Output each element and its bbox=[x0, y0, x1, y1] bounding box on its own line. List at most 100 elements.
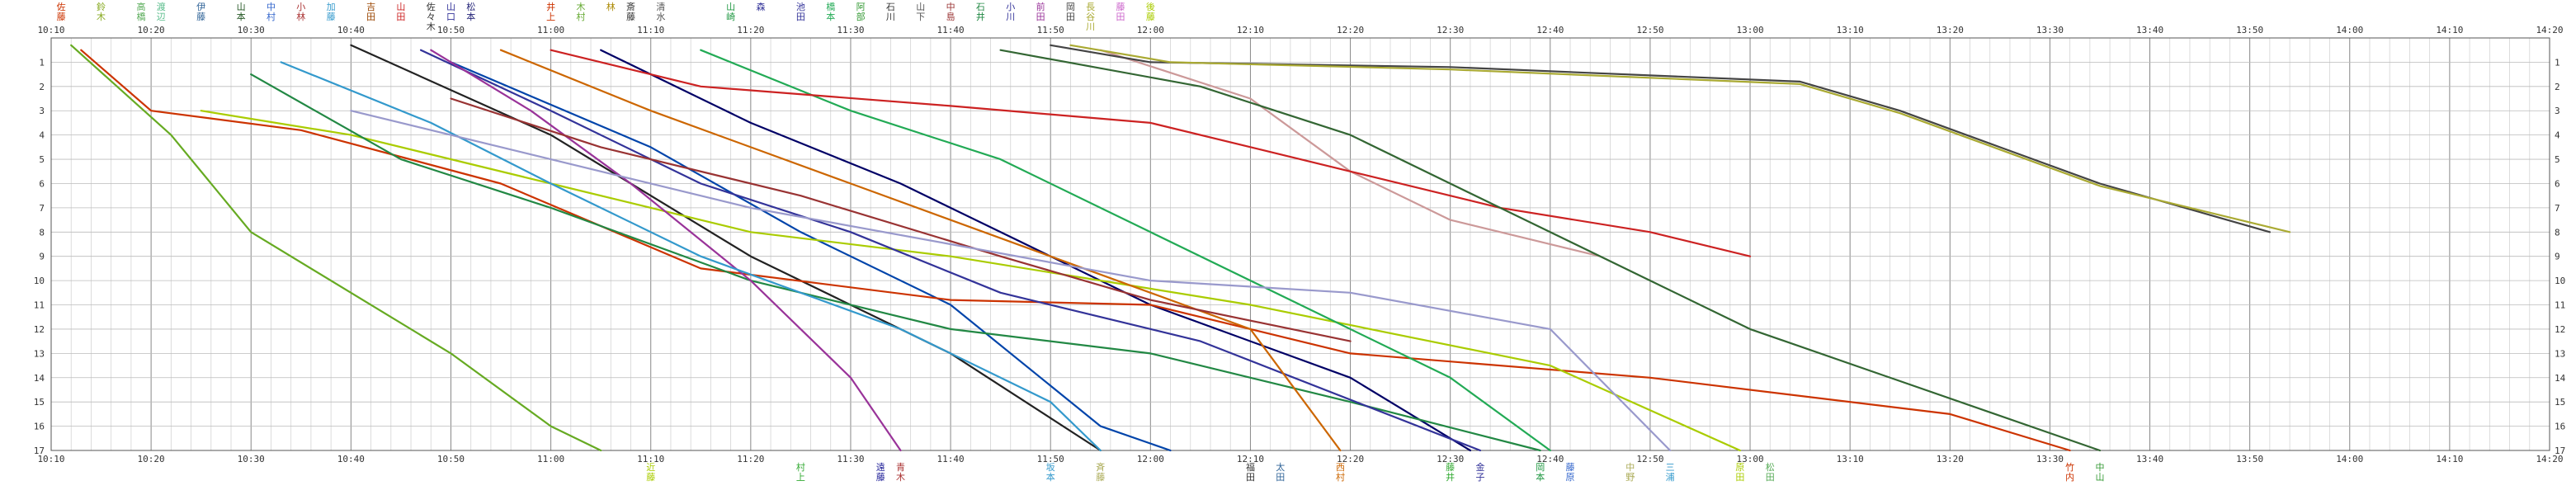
series-line bbox=[350, 44, 1102, 452]
bottom-name-label: 遠藤 bbox=[876, 462, 885, 483]
x-tick-label-bottom: 14:10 bbox=[2436, 454, 2463, 464]
top-name-label-char: 下 bbox=[916, 12, 925, 22]
top-name-label-char: 口 bbox=[446, 12, 455, 22]
bottom-name-label-char: 浦 bbox=[1666, 472, 1675, 483]
bottom-name-label-char: 藤 bbox=[646, 472, 655, 483]
y-tick-label-right: 2 bbox=[2555, 82, 2560, 92]
y-tick-label-left: 6 bbox=[39, 178, 45, 189]
x-tick-label-bottom: 13:50 bbox=[2236, 454, 2263, 464]
bottom-name-label: 西村 bbox=[1336, 462, 1345, 483]
top-name-label: 山崎 bbox=[726, 2, 735, 22]
top-name-label-char: 村 bbox=[576, 11, 585, 22]
bottom-name-label-char: 遠 bbox=[876, 462, 885, 473]
top-name-label: 山田 bbox=[396, 2, 405, 22]
y-tick-label-right: 10 bbox=[2555, 276, 2565, 286]
bottom-name-label: 青木 bbox=[896, 462, 905, 483]
x-tick-label-bottom: 13:00 bbox=[1736, 454, 1763, 464]
top-name-label: 山口 bbox=[446, 2, 455, 22]
bottom-name-label-char: 岡 bbox=[1536, 462, 1545, 473]
y-tick-label-left: 13 bbox=[34, 348, 45, 359]
x-tick-label-bottom: 11:30 bbox=[837, 454, 864, 464]
x-tick-label-bottom: 12:30 bbox=[1437, 454, 1464, 464]
top-name-label-char: 谷 bbox=[1086, 12, 1095, 22]
bottom-name-label-char: 野 bbox=[1625, 472, 1635, 483]
top-name-label-char: 川 bbox=[1006, 12, 1015, 22]
series-line bbox=[200, 110, 1741, 452]
top-name-label-char: 木 bbox=[427, 21, 436, 32]
y-tick-label-right: 17 bbox=[2555, 446, 2565, 456]
bottom-name-label: 岡本 bbox=[1536, 462, 1545, 483]
x-tick-label-bottom: 10:50 bbox=[437, 454, 465, 464]
top-name-label: 岡田 bbox=[1066, 2, 1075, 22]
grid bbox=[50, 37, 2550, 451]
top-name-label-char: 藤 bbox=[196, 12, 205, 22]
top-name-label-char: 加 bbox=[327, 2, 336, 12]
y-tick-label-right: 13 bbox=[2555, 348, 2565, 359]
series-line bbox=[999, 49, 2102, 452]
y-tick-label-left: 5 bbox=[39, 154, 45, 165]
series-lines bbox=[70, 44, 2291, 452]
top-name-label-char: 林 bbox=[606, 1, 616, 12]
bottom-name-label-char: 村 bbox=[796, 461, 805, 473]
bottom-name-label-char: 子 bbox=[1476, 472, 1485, 483]
y-tick-label-left: 17 bbox=[34, 446, 45, 456]
top-name-label-char: 々 bbox=[427, 12, 436, 22]
x-tick-label-top: 12:40 bbox=[1536, 25, 1564, 35]
bottom-name-label-char: 金 bbox=[1476, 461, 1485, 473]
x-tick-label-bottom: 11:10 bbox=[637, 454, 664, 464]
bottom-name-label-char: 田 bbox=[1246, 472, 1255, 483]
x-tick-label-top: 14:00 bbox=[2336, 25, 2363, 35]
x-tick-label-top: 11:00 bbox=[537, 25, 564, 35]
bottom-name-label-char: 藤 bbox=[1446, 462, 1455, 473]
top-name-label-char: 井 bbox=[976, 11, 985, 22]
top-name-label: 小川 bbox=[1006, 2, 1015, 22]
top-name-label: 石川 bbox=[886, 2, 895, 22]
series-line bbox=[450, 61, 1172, 452]
x-tick-label-top: 11:50 bbox=[1037, 25, 1064, 35]
x-tick-label-top: 11:40 bbox=[937, 25, 965, 35]
series-line bbox=[1069, 44, 2291, 233]
bottom-name-label: 松田 bbox=[1766, 461, 1775, 483]
x-tick-label-bottom: 11:00 bbox=[537, 454, 564, 464]
y-tick-label-right: 8 bbox=[2555, 227, 2560, 238]
top-name-label: 小林 bbox=[296, 2, 305, 22]
top-name-label: 石井 bbox=[976, 2, 985, 22]
top-name-label: 加藤 bbox=[327, 2, 336, 22]
bottom-name-label-char: 村 bbox=[1336, 471, 1345, 483]
y-tick-label-right: 7 bbox=[2555, 203, 2560, 214]
x-tick-label-bottom: 13:30 bbox=[2036, 454, 2064, 464]
top-name-label-char: 本 bbox=[237, 11, 246, 22]
x-tick-label-bottom: 14:20 bbox=[2536, 454, 2563, 464]
bottom-name-label: 近藤 bbox=[646, 462, 655, 483]
top-name-label-char: 藤 bbox=[1116, 2, 1125, 12]
top-name-label-char: 後 bbox=[1146, 1, 1155, 12]
x-tick-label-bottom: 10:30 bbox=[238, 454, 265, 464]
x-tick-label-top: 12:10 bbox=[1237, 25, 1264, 35]
x-tick-label-bottom: 13:10 bbox=[1837, 454, 1864, 464]
bottom-name-label: 斉藤 bbox=[1096, 461, 1105, 483]
top-name-label-char: 藤 bbox=[57, 12, 66, 22]
bottom-name-label: 中山 bbox=[2095, 462, 2104, 483]
bottom-name-label-char: 山 bbox=[2095, 472, 2104, 483]
series-line bbox=[700, 49, 1551, 452]
y-tick-label-right: 5 bbox=[2555, 154, 2560, 165]
bottom-name-label-char: 木 bbox=[896, 472, 905, 483]
x-tick-label-top: 12:30 bbox=[1437, 25, 1464, 35]
top-name-label-char: 川 bbox=[886, 12, 895, 22]
top-name-label-char: 木 bbox=[576, 2, 585, 12]
top-name-label-char: 田 bbox=[796, 12, 805, 22]
top-name-label: 松本 bbox=[466, 1, 475, 22]
series-line bbox=[550, 49, 1752, 257]
x-tick-label-top: 10:10 bbox=[37, 25, 64, 35]
top-name-label: 吉田 bbox=[366, 2, 375, 22]
top-name-label: 橋本 bbox=[826, 1, 835, 22]
bottom-name-label-char: 上 bbox=[796, 472, 805, 483]
axes: 10:10 10:10 10:20 10:20 10:30 10:30 10:40 10:40… bbox=[34, 25, 2566, 464]
top-name-label-char: 佐 bbox=[57, 1, 66, 12]
top-name-label: 高橋 bbox=[137, 1, 146, 22]
x-tick-label-bottom: 10:40 bbox=[337, 454, 365, 464]
top-name-label-char: 本 bbox=[466, 11, 475, 22]
top-name-label: 池田 bbox=[796, 2, 805, 22]
